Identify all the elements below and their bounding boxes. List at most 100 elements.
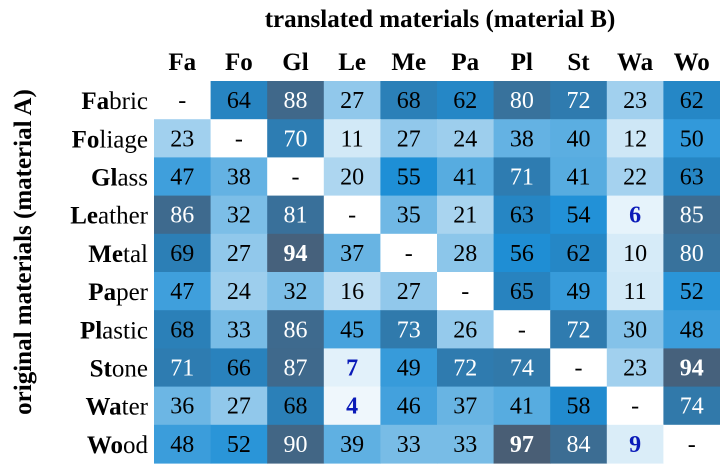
- cell-value: -: [518, 317, 526, 343]
- cell-value: 55: [397, 165, 421, 191]
- cell-value: 52: [680, 279, 704, 305]
- heatmap-cell: [550, 310, 608, 349]
- cell-value: 11: [341, 126, 364, 152]
- row-label: Metal: [88, 241, 148, 268]
- cell-value: 24: [453, 126, 477, 152]
- cell-value: -: [631, 394, 639, 420]
- row-label: Paper: [88, 279, 148, 306]
- heatmap-cell: [210, 424, 268, 464]
- cell-value: 70: [284, 126, 308, 152]
- heatmap-cell: [550, 195, 608, 235]
- cell-value: 33: [397, 432, 421, 458]
- cell-value: 21: [453, 203, 477, 229]
- cell-value: -: [348, 203, 356, 229]
- heatmap-cell: [606, 81, 664, 120]
- cell-value: 41: [510, 394, 534, 420]
- heatmap-cell: [437, 348, 495, 388]
- cell-value: 88: [284, 88, 308, 114]
- heatmap-cell: [154, 195, 212, 235]
- heatmap-cell: [663, 233, 720, 273]
- cell-value: 30: [623, 317, 647, 343]
- heatmap-cell: [210, 195, 268, 235]
- heatmap-cell: [380, 310, 438, 349]
- heatmap-cell: [550, 233, 608, 273]
- cell-value: 27: [227, 394, 251, 420]
- heatmap-cell: [663, 348, 720, 388]
- row-label: Stone: [90, 356, 148, 383]
- column-label: Wo: [674, 49, 710, 76]
- heatmap-cell: [663, 119, 720, 158]
- heatmap-cell: [550, 424, 608, 464]
- heatmap-cell: [154, 386, 212, 426]
- heatmap-cell: [323, 348, 381, 388]
- heatmap-cell: [493, 310, 551, 349]
- heatmap-cell: [323, 119, 381, 158]
- cell-value: 52: [227, 432, 251, 458]
- cell-value: -: [575, 356, 583, 382]
- cell-value: 74: [510, 356, 534, 382]
- cell-value: 23: [170, 126, 194, 152]
- heatmap-cell: [380, 272, 438, 311]
- heatmap-cell: [380, 195, 438, 235]
- cell-value: 26: [453, 317, 477, 343]
- cell-value: 32: [227, 203, 251, 229]
- cell-value: 71: [510, 165, 534, 191]
- heatmap-cell: [550, 272, 608, 311]
- heatmap-cell: [493, 81, 551, 120]
- heatmap-cell: [493, 119, 551, 158]
- heatmap-cell: [323, 81, 381, 120]
- heatmap-cell: [606, 310, 664, 349]
- cell-value: 37: [340, 241, 364, 267]
- heatmap-cell: [380, 157, 438, 197]
- column-label: Fa: [168, 49, 196, 76]
- heatmap-cell: [267, 233, 325, 273]
- cell-value: 24: [227, 279, 251, 305]
- heatmap-cell: [437, 233, 495, 273]
- cell-value: 49: [397, 356, 421, 382]
- cell-value: 62: [680, 88, 704, 114]
- cell-value: -: [235, 126, 243, 152]
- cell-value: 23: [623, 356, 647, 382]
- heatmap-cell: [380, 233, 438, 273]
- cell-value: 22: [623, 165, 647, 191]
- cell-value: 65: [510, 279, 534, 305]
- heatmap-cell: [493, 233, 551, 273]
- cell-value: 62: [567, 241, 591, 267]
- heatmap-cell: [154, 424, 212, 464]
- cell-value: 9: [629, 432, 641, 458]
- heatmap-cell: [663, 195, 720, 235]
- heatmap-cell: [606, 424, 664, 464]
- row-label: Glass: [91, 165, 148, 192]
- cell-value: 20: [340, 165, 364, 191]
- row-label: Foliage: [72, 126, 148, 153]
- chart-title: translated materials (material B): [264, 6, 616, 33]
- cell-value: 16: [340, 279, 364, 305]
- heatmap-cell: [550, 348, 608, 388]
- heatmap-cell: [210, 272, 268, 311]
- cell-value: 41: [453, 165, 477, 191]
- cell-value: 27: [397, 279, 421, 305]
- cell-value: 80: [510, 88, 534, 114]
- heatmap-cell: [323, 386, 381, 426]
- cell-value: 39: [340, 432, 364, 458]
- cell-value: 49: [567, 279, 591, 305]
- cell-value: 80: [680, 241, 704, 267]
- cell-value: -: [292, 165, 300, 191]
- heatmap-cell: [606, 195, 664, 235]
- cell-value: 86: [170, 203, 194, 229]
- cell-value: 47: [170, 165, 194, 191]
- cell-value: 4: [346, 394, 358, 420]
- row-label: Plastic: [80, 317, 148, 344]
- cell-value: 97: [510, 432, 534, 458]
- heatmap-cell: [323, 233, 381, 273]
- cell-value: 68: [170, 317, 194, 343]
- cell-value: 71: [170, 356, 194, 382]
- heatmap-cell: [663, 424, 720, 464]
- cell-value: 72: [453, 356, 477, 382]
- cell-value: 68: [397, 88, 421, 114]
- cell-value: 48: [170, 432, 194, 458]
- heatmap-cell: [663, 386, 720, 426]
- heatmap-cell: [493, 272, 551, 311]
- cell-value: 45: [340, 317, 364, 343]
- heatmap-cell: [210, 119, 268, 158]
